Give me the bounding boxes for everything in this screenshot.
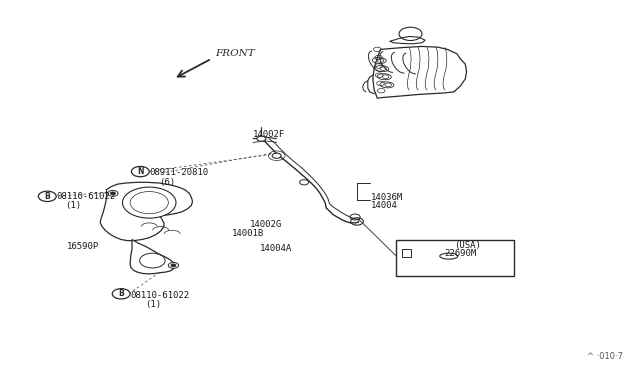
Circle shape bbox=[38, 191, 56, 202]
Text: B: B bbox=[44, 192, 50, 201]
Text: 14001B: 14001B bbox=[232, 230, 264, 238]
Text: 08911-20810: 08911-20810 bbox=[149, 168, 209, 177]
Text: (1): (1) bbox=[65, 201, 81, 211]
Circle shape bbox=[110, 192, 115, 195]
Text: 14002F: 14002F bbox=[253, 130, 285, 139]
Text: (1): (1) bbox=[145, 300, 161, 310]
Circle shape bbox=[122, 187, 176, 218]
Text: 22690M: 22690M bbox=[444, 249, 477, 258]
Polygon shape bbox=[130, 240, 175, 274]
Text: 08110-61022: 08110-61022 bbox=[131, 291, 190, 300]
Text: 14002G: 14002G bbox=[250, 220, 282, 229]
Circle shape bbox=[168, 262, 179, 268]
Text: 14004: 14004 bbox=[371, 201, 398, 210]
Text: 16590P: 16590P bbox=[67, 243, 99, 251]
Text: 08110-61022: 08110-61022 bbox=[57, 192, 116, 201]
Text: (USA): (USA) bbox=[454, 241, 481, 250]
Text: 14036M: 14036M bbox=[371, 193, 403, 202]
Text: (6): (6) bbox=[159, 178, 175, 187]
Circle shape bbox=[257, 136, 266, 141]
Polygon shape bbox=[100, 182, 193, 241]
Text: ^ ·010·7: ^ ·010·7 bbox=[587, 352, 623, 361]
Bar bbox=[396, 240, 515, 276]
Text: B: B bbox=[118, 289, 124, 298]
Circle shape bbox=[112, 289, 130, 299]
Circle shape bbox=[108, 190, 118, 196]
Circle shape bbox=[131, 166, 149, 177]
Bar bbox=[401, 249, 411, 257]
Circle shape bbox=[300, 180, 308, 185]
Text: 14004A: 14004A bbox=[259, 244, 292, 253]
Circle shape bbox=[272, 153, 281, 158]
Circle shape bbox=[171, 264, 176, 267]
Text: N: N bbox=[137, 167, 143, 176]
Text: FRONT: FRONT bbox=[215, 48, 255, 58]
